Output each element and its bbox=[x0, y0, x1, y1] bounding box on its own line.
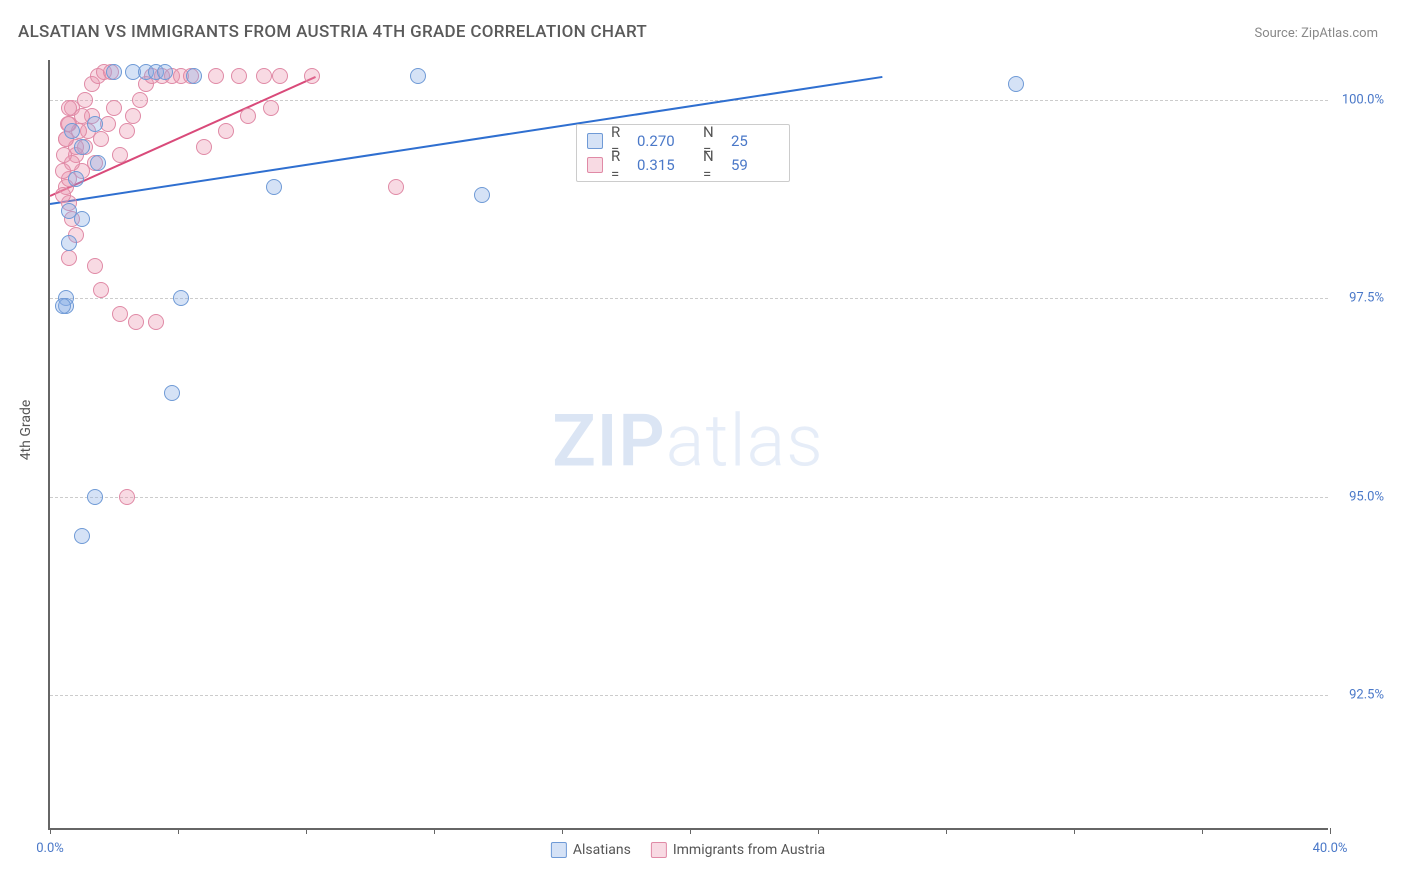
series-legend-item: Alsatians bbox=[551, 842, 631, 858]
x-tick-mark bbox=[1330, 828, 1331, 834]
y-axis-label: 4th Grade bbox=[18, 400, 34, 461]
x-tick-mark bbox=[1202, 828, 1203, 834]
chart-title: ALSATIAN VS IMMIGRANTS FROM AUSTRIA 4TH … bbox=[18, 22, 647, 42]
x-tick-mark bbox=[818, 828, 819, 834]
scatter-point-austria bbox=[148, 314, 164, 330]
series-legend-label: Immigrants from Austria bbox=[673, 842, 825, 858]
legend-r-value: 0.315 bbox=[637, 156, 685, 174]
scatter-point-alsatian bbox=[74, 139, 90, 155]
scatter-point-alsatian bbox=[186, 68, 202, 84]
scatter-point-alsatian bbox=[90, 155, 106, 171]
scatter-point-austria bbox=[77, 92, 93, 108]
scatter-point-austria bbox=[112, 147, 128, 163]
scatter-point-austria bbox=[196, 139, 212, 155]
scatter-point-austria bbox=[87, 258, 103, 274]
scatter-point-austria bbox=[112, 306, 128, 322]
scatter-point-alsatian bbox=[55, 298, 71, 314]
scatter-point-alsatian bbox=[266, 179, 282, 195]
y-tick-label: 95.0% bbox=[1349, 489, 1384, 504]
x-tick-mark bbox=[562, 828, 563, 834]
scatter-point-austria bbox=[128, 314, 144, 330]
legend-swatch bbox=[587, 133, 603, 149]
series-legend: Alsatians Immigrants from Austria bbox=[551, 842, 825, 858]
scatter-point-austria bbox=[61, 250, 77, 266]
gridline bbox=[50, 497, 1328, 498]
legend-row: R =0.315N =59 bbox=[587, 153, 779, 177]
scatter-point-alsatian bbox=[410, 68, 426, 84]
x-tick-mark bbox=[690, 828, 691, 834]
chart-area: ZIPatlas 92.5%95.0%97.5%100.0%0.0%40.0% … bbox=[48, 60, 1328, 830]
scatter-point-austria bbox=[256, 68, 272, 84]
x-tick-mark bbox=[178, 828, 179, 834]
legend-swatch bbox=[587, 157, 603, 173]
scatter-point-austria bbox=[55, 187, 71, 203]
scatter-point-austria bbox=[272, 68, 288, 84]
legend-n-value: 25 bbox=[731, 132, 779, 150]
scatter-point-alsatian bbox=[87, 489, 103, 505]
scatter-point-alsatian bbox=[74, 211, 90, 227]
scatter-point-alsatian bbox=[61, 235, 77, 251]
x-tick-mark bbox=[434, 828, 435, 834]
scatter-point-alsatian bbox=[64, 123, 80, 139]
scatter-point-austria bbox=[106, 100, 122, 116]
scatter-point-austria bbox=[119, 489, 135, 505]
x-tick-mark bbox=[50, 828, 51, 834]
scatter-point-alsatian bbox=[106, 64, 122, 80]
legend-r-value: 0.270 bbox=[637, 132, 685, 150]
scatter-point-austria bbox=[93, 131, 109, 147]
scatter-point-austria bbox=[231, 68, 247, 84]
scatter-point-austria bbox=[125, 108, 141, 124]
x-tick-label: 40.0% bbox=[1313, 841, 1348, 856]
chart-source: Source: ZipAtlas.com bbox=[1254, 26, 1378, 41]
scatter-point-austria bbox=[93, 282, 109, 298]
y-tick-label: 97.5% bbox=[1349, 291, 1384, 306]
scatter-point-alsatian bbox=[474, 187, 490, 203]
scatter-point-austria bbox=[388, 179, 404, 195]
gridline bbox=[50, 100, 1328, 101]
legend-n-label: N = bbox=[703, 147, 723, 183]
legend-r-label: R = bbox=[611, 147, 629, 183]
x-tick-mark bbox=[306, 828, 307, 834]
gridline bbox=[50, 695, 1328, 696]
scatter-point-alsatian bbox=[164, 385, 180, 401]
scatter-point-alsatian bbox=[173, 290, 189, 306]
scatter-point-austria bbox=[263, 100, 279, 116]
correlation-legend: R = 0.270 N = 25 R =0.315N =59 bbox=[576, 124, 790, 182]
y-tick-label: 100.0% bbox=[1342, 92, 1384, 107]
scatter-point-austria bbox=[240, 108, 256, 124]
scatter-point-austria bbox=[61, 100, 77, 116]
scatter-point-austria bbox=[56, 147, 72, 163]
scatter-point-austria bbox=[304, 68, 320, 84]
scatter-point-austria bbox=[208, 68, 224, 84]
x-tick-label: 0.0% bbox=[36, 841, 64, 856]
scatter-point-alsatian bbox=[74, 528, 90, 544]
x-tick-mark bbox=[946, 828, 947, 834]
series-legend-label: Alsatians bbox=[573, 842, 631, 858]
scatter-point-austria bbox=[132, 92, 148, 108]
legend-swatch bbox=[551, 842, 567, 858]
legend-swatch bbox=[651, 842, 667, 858]
x-tick-mark bbox=[1074, 828, 1075, 834]
scatter-point-alsatian bbox=[1008, 76, 1024, 92]
series-legend-item: Immigrants from Austria bbox=[651, 842, 825, 858]
scatter-point-austria bbox=[218, 123, 234, 139]
scatter-point-alsatian bbox=[68, 171, 84, 187]
gridline bbox=[50, 298, 1328, 299]
scatter-point-alsatian bbox=[157, 64, 173, 80]
scatter-point-austria bbox=[119, 123, 135, 139]
legend-n-value: 59 bbox=[731, 156, 779, 174]
y-tick-label: 92.5% bbox=[1349, 688, 1384, 703]
scatter-point-alsatian bbox=[87, 116, 103, 132]
